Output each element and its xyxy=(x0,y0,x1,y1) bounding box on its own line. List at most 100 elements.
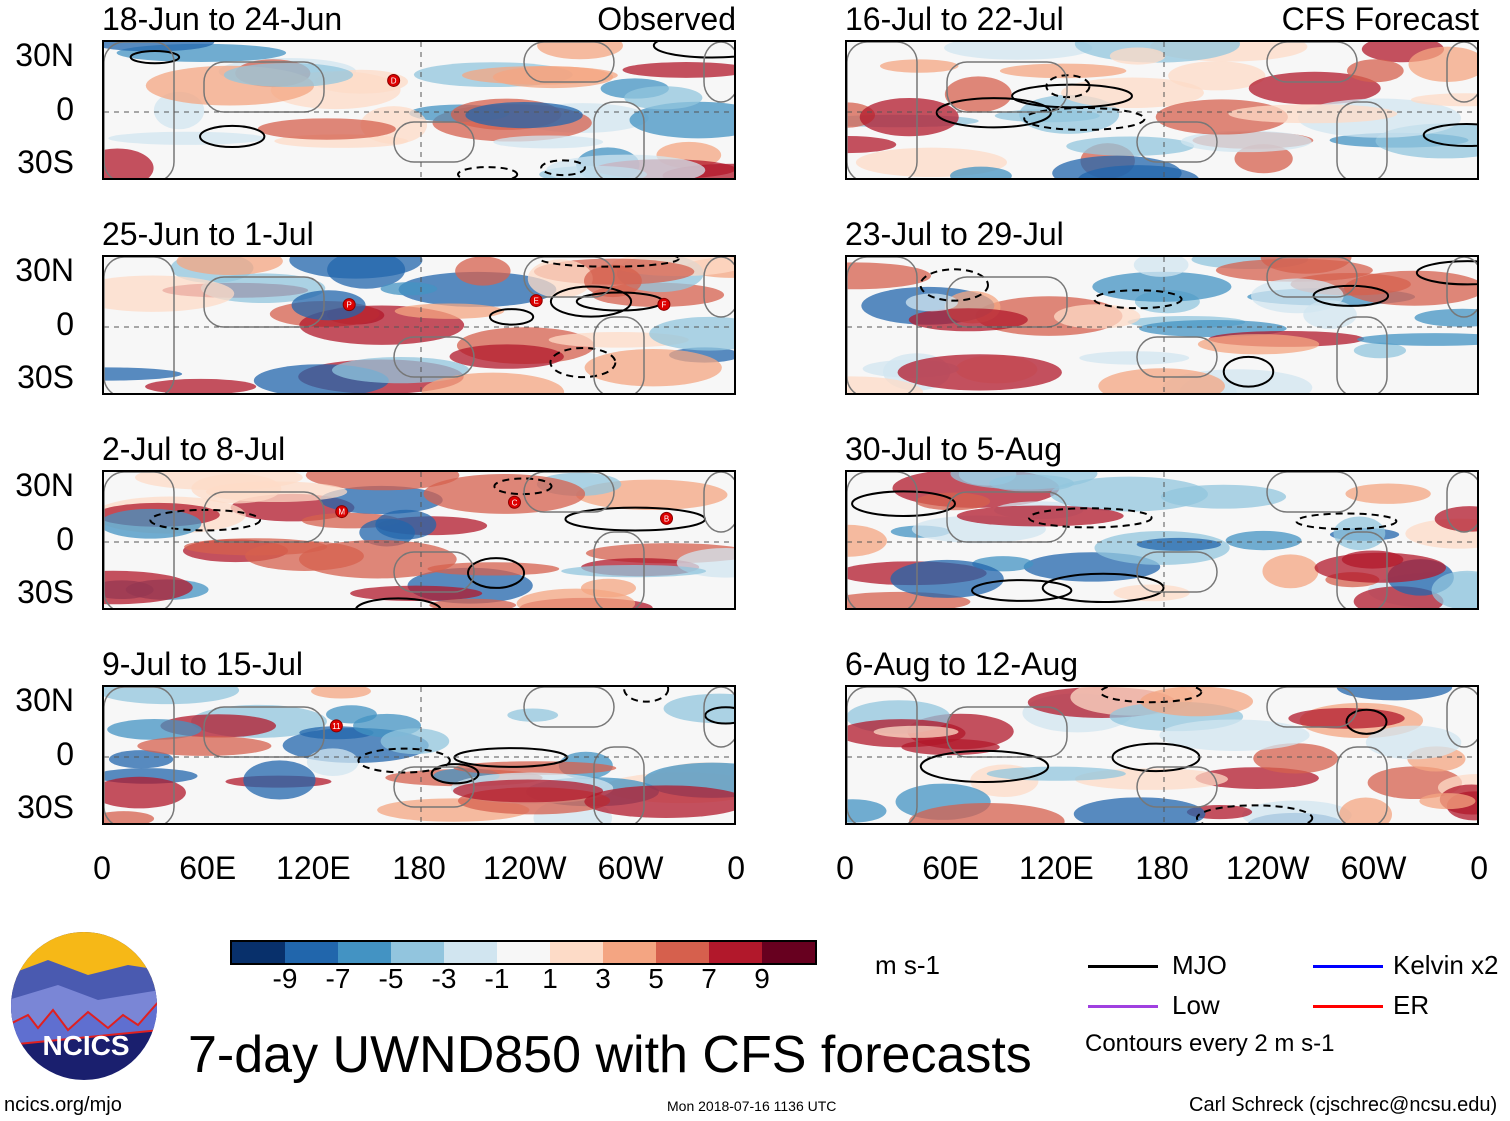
anomaly-blob xyxy=(944,76,1012,113)
colorbar-tick: -1 xyxy=(484,963,510,994)
anomaly-blob xyxy=(1367,766,1463,800)
mjo-contour xyxy=(355,597,442,608)
colorbar-tick: 9 xyxy=(754,963,770,994)
coastline xyxy=(703,687,734,748)
anomaly-blob xyxy=(944,42,1093,60)
lat-label: 0 xyxy=(56,736,74,772)
anomaly-blob xyxy=(1066,136,1195,156)
lat-label: 0 xyxy=(56,521,74,557)
coastline xyxy=(393,336,475,378)
logo-text: NCICS xyxy=(42,1030,129,1061)
anomaly-blob xyxy=(561,564,707,578)
mjo-contour xyxy=(652,42,734,59)
colorbar-tick: -9 xyxy=(272,963,298,994)
colorbar-tick: 5 xyxy=(648,963,664,994)
anomaly-blob xyxy=(421,372,565,393)
anomaly-blob xyxy=(1168,61,1266,91)
anomaly-blob xyxy=(1159,719,1310,751)
lon-label: 120E xyxy=(276,850,351,886)
anomaly-blob xyxy=(1414,308,1477,327)
storm-label: 11 xyxy=(332,722,341,731)
mjo-contour xyxy=(488,308,535,326)
anomaly-blob xyxy=(449,344,564,369)
coastline xyxy=(393,766,475,808)
lon-label: 180 xyxy=(1135,850,1189,886)
footer-url[interactable]: ncics.org/mjo xyxy=(4,1094,122,1116)
anomaly-blob xyxy=(950,472,1098,490)
anomaly-blob xyxy=(223,62,354,88)
legend-low: Low xyxy=(1172,990,1220,1020)
anomaly-blob xyxy=(453,779,604,803)
colorbar-swatch xyxy=(656,942,709,963)
anomaly-blob xyxy=(1336,687,1453,701)
mjo-contour xyxy=(1422,123,1477,148)
lon-label: 0 xyxy=(1470,850,1489,886)
lat-label: 30N xyxy=(15,682,74,718)
anomaly-blob xyxy=(1197,334,1320,355)
mjo-contour xyxy=(1312,284,1390,307)
mjo-contour xyxy=(540,159,586,177)
mjo-contour xyxy=(430,763,480,785)
lon-label: 120E xyxy=(1019,850,1094,886)
anomaly-blob xyxy=(306,748,359,776)
lat-label: 30N xyxy=(15,467,74,503)
anomaly-blob xyxy=(104,148,154,178)
mjo-contour xyxy=(149,508,262,532)
panel-label: CFS Forecast xyxy=(1281,1,1479,37)
anomaly-blob xyxy=(493,135,604,149)
wind-field: 11 xyxy=(104,687,734,823)
anomaly-blob xyxy=(1228,104,1398,124)
footer-author: Carl Schreck (cjschrec@ncsu.edu) xyxy=(1189,1094,1498,1116)
mjo-contour xyxy=(1099,687,1203,704)
colorbar-swatch xyxy=(285,942,338,963)
legend-kelvin-line xyxy=(1313,965,1383,968)
panel-title: 9-Jul to 15-Jul xyxy=(102,646,303,682)
mjo-contour xyxy=(1295,512,1398,531)
storm-label: P xyxy=(347,301,352,310)
lat-label: 30S xyxy=(17,789,74,825)
colorbar-tick: -7 xyxy=(325,963,351,994)
storm-marker xyxy=(660,511,674,525)
legend-mjo-line xyxy=(1088,965,1158,968)
anomaly-blob xyxy=(298,539,457,579)
anomaly-blob xyxy=(1345,483,1431,504)
storm-marker xyxy=(335,505,349,519)
anomaly-blob xyxy=(319,485,443,515)
anomaly-blob xyxy=(1136,537,1222,551)
coastline xyxy=(1336,531,1388,608)
anomaly-blob xyxy=(1333,516,1386,551)
colorbar-swatch xyxy=(550,942,603,963)
anomaly-blob xyxy=(516,588,636,608)
mjo-contour xyxy=(1195,804,1314,823)
coastline xyxy=(1266,42,1358,83)
anomaly-blob xyxy=(909,803,1065,823)
anomaly-blob xyxy=(1248,71,1381,105)
coastline xyxy=(1266,687,1358,728)
contour-note: Contours every 2 m s-1 xyxy=(1085,1030,1335,1057)
storm-label: M xyxy=(338,508,345,517)
anomaly-blob xyxy=(507,708,559,722)
coastline xyxy=(1136,551,1218,593)
coastline xyxy=(393,551,475,593)
mjo-contour xyxy=(1415,260,1477,286)
anomaly-blob xyxy=(629,101,734,139)
anomaly-blob xyxy=(380,282,438,296)
anomaly-blob xyxy=(1140,687,1254,717)
storm-marker xyxy=(657,297,671,311)
storm-marker xyxy=(329,719,343,733)
storm-marker xyxy=(387,73,401,87)
anomaly-blob xyxy=(1242,800,1352,823)
coastline xyxy=(1446,472,1477,533)
colorbar-swatch xyxy=(338,942,391,963)
wind-field xyxy=(847,257,1477,393)
coastline xyxy=(1336,316,1388,393)
anomaly-blob xyxy=(1053,304,1141,329)
coastline xyxy=(1266,472,1358,513)
anomaly-blob xyxy=(873,725,959,738)
storm-label: F xyxy=(661,300,666,309)
anomaly-blob xyxy=(908,308,1028,332)
lat-label: 30S xyxy=(17,359,74,395)
anomaly-blob xyxy=(429,598,517,608)
lon-label: 0 xyxy=(93,850,111,886)
